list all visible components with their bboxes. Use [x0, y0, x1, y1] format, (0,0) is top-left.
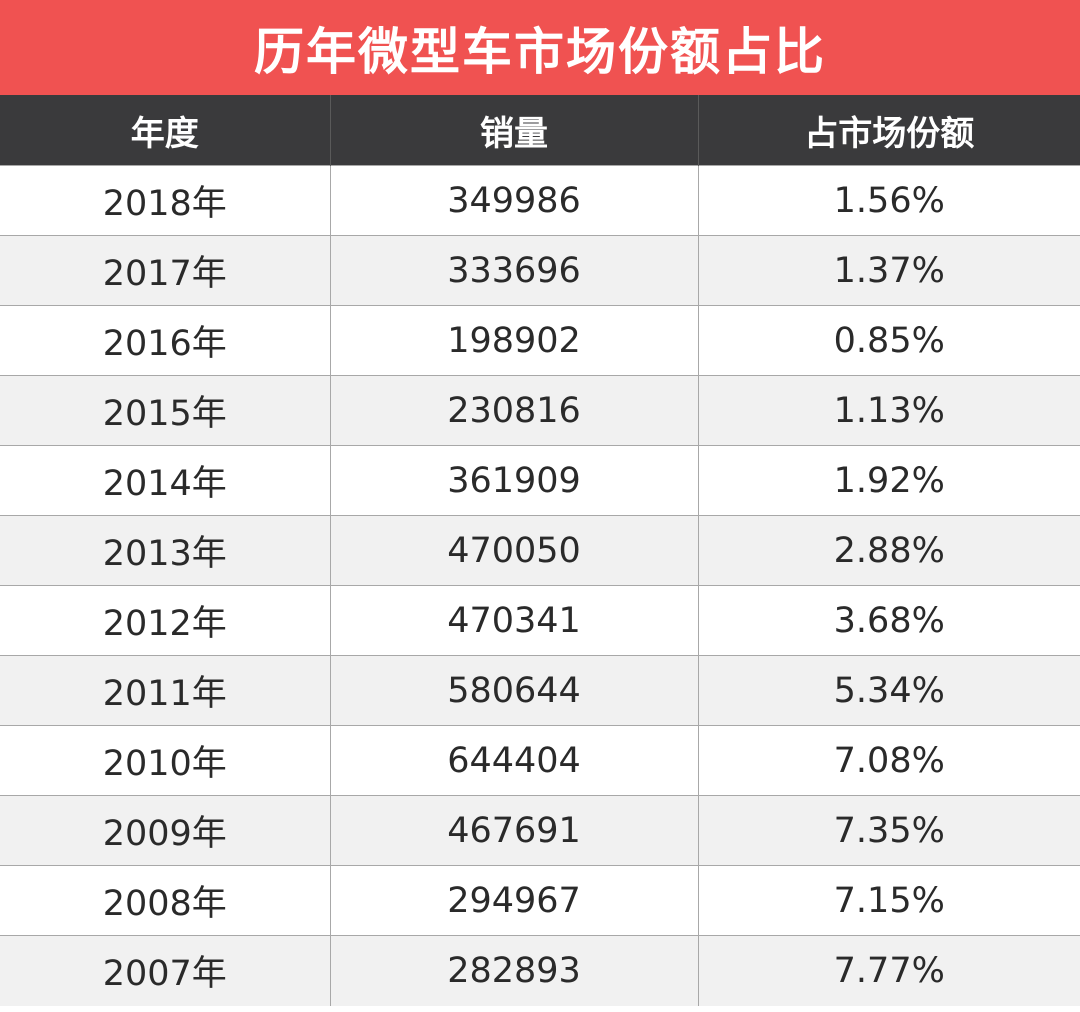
cell-sales: 230816: [330, 375, 699, 446]
cell-year: 2010年: [0, 725, 331, 796]
table-row: 2008年 294967 7.15%: [0, 865, 1080, 936]
table-row: 2013年 470050 2.88%: [0, 515, 1080, 586]
cell-market-share: 0.85%: [698, 305, 1080, 376]
cell-market-share: 1.56%: [698, 165, 1080, 236]
cell-year: 2013年: [0, 515, 331, 586]
table-row: 2011年 580644 5.34%: [0, 655, 1080, 726]
table-row: 2015年 230816 1.13%: [0, 375, 1080, 446]
cell-year: 2016年: [0, 305, 331, 376]
cell-year: 2018年: [0, 165, 331, 236]
data-table: 年度 销量 占市场份额 2018年 349986 1.56% 2017年 333…: [0, 95, 1080, 1006]
cell-year: 2011年: [0, 655, 331, 726]
column-header-year: 年度: [0, 95, 331, 166]
table-row: 2007年 282893 7.77%: [0, 935, 1080, 1006]
cell-market-share: 7.77%: [698, 935, 1080, 1006]
cell-market-share: 7.08%: [698, 725, 1080, 796]
cell-year: 2017年: [0, 235, 331, 306]
cell-year: 2015年: [0, 375, 331, 446]
cell-sales: 294967: [330, 865, 699, 936]
table-row: 2016年 198902 0.85%: [0, 305, 1080, 376]
cell-market-share: 1.92%: [698, 445, 1080, 516]
cell-sales: 580644: [330, 655, 699, 726]
cell-sales: 282893: [330, 935, 699, 1006]
cell-year: 2008年: [0, 865, 331, 936]
table-row: 2018年 349986 1.56%: [0, 165, 1080, 236]
cell-sales: 361909: [330, 445, 699, 516]
cell-market-share: 2.88%: [698, 515, 1080, 586]
table-row: 2014年 361909 1.92%: [0, 445, 1080, 516]
cell-sales: 470050: [330, 515, 699, 586]
cell-market-share: 7.15%: [698, 865, 1080, 936]
cell-sales: 470341: [330, 585, 699, 656]
cell-market-share: 1.13%: [698, 375, 1080, 446]
table-row: 2017年 333696 1.37%: [0, 235, 1080, 306]
cell-market-share: 7.35%: [698, 795, 1080, 866]
title-bar: 历年微型车市场份额占比: [0, 0, 1080, 95]
cell-market-share: 5.34%: [698, 655, 1080, 726]
cell-market-share: 1.37%: [698, 235, 1080, 306]
page-title: 历年微型车市场份额占比: [254, 22, 826, 81]
cell-sales: 333696: [330, 235, 699, 306]
cell-sales: 467691: [330, 795, 699, 866]
header-row: 年度 销量 占市场份额: [0, 95, 1080, 166]
column-header-market-share: 占市场份额: [698, 95, 1080, 166]
table-row: 2009年 467691 7.35%: [0, 795, 1080, 866]
cell-sales: 644404: [330, 725, 699, 796]
cell-year: 2007年: [0, 935, 331, 1006]
cell-year: 2014年: [0, 445, 331, 516]
cell-sales: 349986: [330, 165, 699, 236]
table-row: 2010年 644404 7.08%: [0, 725, 1080, 796]
cell-year: 2009年: [0, 795, 331, 866]
cell-sales: 198902: [330, 305, 699, 376]
table-row: 2012年 470341 3.68%: [0, 585, 1080, 656]
cell-market-share: 3.68%: [698, 585, 1080, 656]
column-header-sales: 销量: [330, 95, 699, 166]
cell-year: 2012年: [0, 585, 331, 656]
